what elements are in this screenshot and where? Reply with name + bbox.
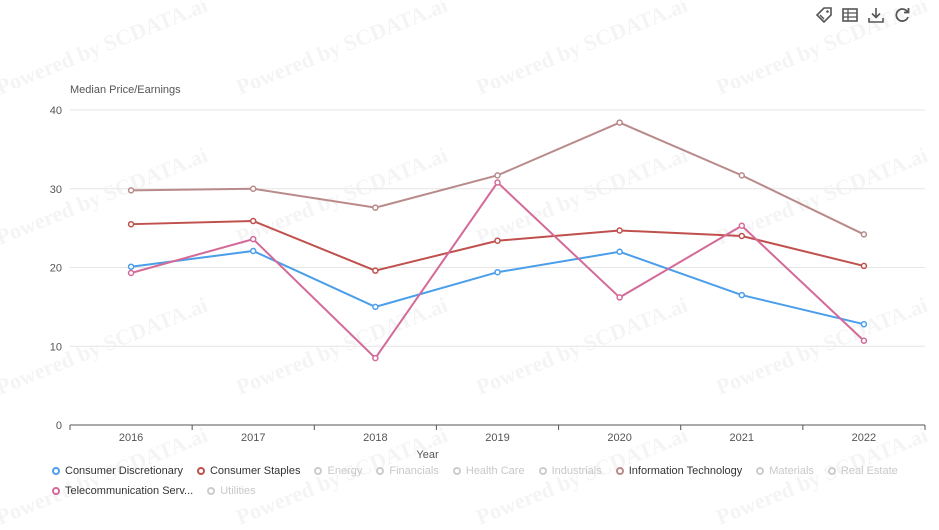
data-point bbox=[616, 248, 623, 255]
x-tick-label: 2020 bbox=[607, 432, 631, 444]
y-tick-label: 40 bbox=[50, 105, 62, 117]
legend-item[interactable]: Utilities bbox=[207, 485, 256, 497]
y-tick-label: 10 bbox=[50, 341, 62, 353]
data-point bbox=[494, 268, 501, 276]
chart-legend: Consumer Discretionary Consumer Staples En… bbox=[52, 461, 912, 501]
data-point bbox=[494, 172, 501, 179]
x-tick-label: 2016 bbox=[119, 432, 143, 444]
legend-item[interactable]: Consumer Discretionary bbox=[52, 465, 183, 477]
legend-item[interactable]: Health Care bbox=[452, 465, 525, 477]
legend-item[interactable]: Industrials bbox=[538, 465, 602, 477]
x-tick-label: 2018 bbox=[363, 432, 387, 444]
chart-toolbar bbox=[815, 6, 911, 24]
data-point bbox=[860, 231, 868, 238]
legend-item[interactable]: Information Technology bbox=[615, 465, 743, 477]
legend-label: Real Estate bbox=[840, 465, 898, 477]
data-view-icon[interactable] bbox=[841, 6, 859, 24]
legend-marker-icon bbox=[196, 467, 205, 475]
legend-label: Utilities bbox=[220, 485, 256, 497]
legend-item[interactable]: Real Estate bbox=[827, 465, 898, 477]
data-point bbox=[738, 232, 746, 240]
y-tick-label: 30 bbox=[50, 184, 62, 196]
tag-icon[interactable] bbox=[815, 6, 833, 24]
data-point bbox=[860, 262, 868, 270]
legend-marker-icon bbox=[756, 467, 765, 475]
x-axis-label: Year bbox=[416, 449, 439, 461]
data-point bbox=[249, 185, 257, 192]
legend-row: Telecommunication Serv... Utilities bbox=[52, 481, 912, 501]
legend-label: Industrials bbox=[551, 465, 602, 477]
watermark: Powered by SCDATA.ai bbox=[0, 142, 211, 250]
legend-marker-icon bbox=[52, 467, 60, 475]
legend-item[interactable]: Energy bbox=[314, 465, 362, 477]
legend-label: Financials bbox=[389, 465, 439, 477]
watermark: Powered by SCDATA.ai bbox=[233, 0, 451, 100]
y-tick-label: 0 bbox=[56, 420, 62, 432]
data-point bbox=[860, 320, 868, 328]
y-tick-label: 20 bbox=[50, 263, 62, 275]
data-point bbox=[127, 263, 135, 270]
x-tick-label: 2019 bbox=[485, 432, 509, 444]
data-point bbox=[249, 235, 257, 243]
data-point bbox=[372, 354, 379, 362]
data-point bbox=[127, 187, 135, 194]
x-tick-label: 2021 bbox=[730, 432, 754, 444]
data-point bbox=[616, 227, 623, 234]
data-point bbox=[616, 294, 623, 301]
legend-item[interactable]: Telecommunication Serv... bbox=[52, 485, 193, 497]
data-point bbox=[249, 247, 257, 255]
data-point bbox=[372, 267, 379, 274]
data-point bbox=[738, 222, 746, 230]
data-point bbox=[372, 303, 379, 311]
legend-marker-icon bbox=[52, 487, 60, 495]
legend-marker-icon bbox=[376, 467, 385, 475]
legend-label: Telecommunication Serv... bbox=[65, 485, 194, 497]
legend-marker-icon bbox=[207, 487, 216, 495]
data-point bbox=[249, 217, 257, 225]
data-point bbox=[494, 179, 501, 186]
legend-label: Information Technology bbox=[628, 465, 743, 477]
legend-label: Health Care bbox=[465, 465, 525, 477]
legend-marker-icon bbox=[615, 467, 624, 475]
legend-label: Materials bbox=[769, 465, 814, 477]
legend-label: Consumer Discretionary bbox=[65, 465, 183, 477]
data-point bbox=[127, 269, 135, 277]
legend-marker-icon bbox=[452, 467, 461, 475]
legend-item[interactable]: Consumer Staples bbox=[196, 465, 301, 477]
legend-label: Energy bbox=[327, 465, 363, 477]
watermark: Powered by SCDATA.ai bbox=[473, 0, 691, 100]
data-point bbox=[738, 291, 746, 299]
data-point bbox=[738, 172, 746, 179]
data-point bbox=[494, 237, 501, 244]
data-point bbox=[127, 220, 135, 228]
legend-row: Consumer Discretionary Consumer Staples En… bbox=[52, 461, 912, 481]
legend-item[interactable]: Materials bbox=[756, 465, 814, 477]
data-point bbox=[616, 119, 623, 126]
x-tick-label: 2022 bbox=[852, 432, 876, 444]
download-icon[interactable] bbox=[867, 6, 885, 24]
series-line bbox=[130, 249, 865, 326]
legend-marker-icon bbox=[538, 467, 547, 475]
watermark: Powered by SCDATA.ai bbox=[713, 142, 931, 250]
data-point bbox=[372, 204, 379, 211]
legend-marker-icon bbox=[314, 467, 323, 475]
legend-label: Consumer Staples bbox=[209, 465, 301, 477]
y-axis-label: Median Price/Earnings bbox=[70, 84, 181, 96]
x-tick-label: 2017 bbox=[241, 432, 265, 444]
refresh-icon[interactable] bbox=[893, 6, 911, 24]
legend-item[interactable]: Financials bbox=[376, 465, 439, 477]
data-point bbox=[860, 337, 868, 344]
legend-marker-icon bbox=[827, 467, 836, 475]
